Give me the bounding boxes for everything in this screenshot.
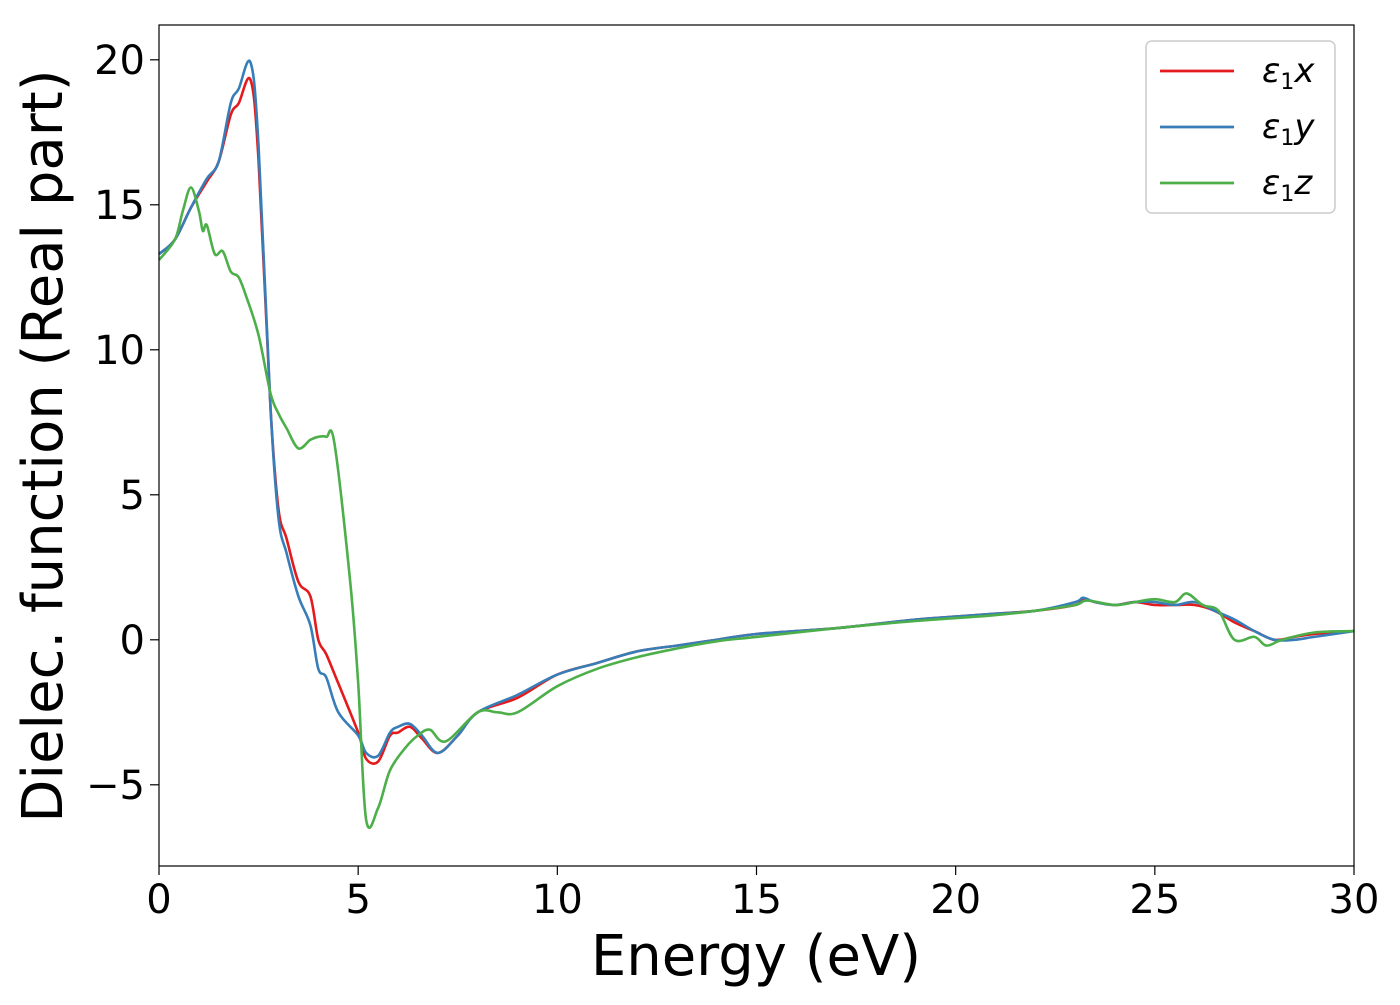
x-tick-label: 25 (1129, 877, 1180, 923)
x-tick-label: 10 (532, 877, 583, 923)
y-axis-label: Dielec. function (Real part) (11, 69, 76, 822)
x-tick-label: 0 (146, 877, 171, 923)
legend-label-y: ε1y (1262, 107, 1315, 151)
x-tick-label: 5 (345, 877, 370, 923)
legend: ε1x ε1y ε1z (1145, 40, 1336, 214)
x-axis-ticks: 0 5 10 15 20 25 30 (146, 866, 1379, 923)
y-axis-ticks: −5 0 5 10 15 20 (86, 38, 159, 809)
x-axis-label: Energy (eV) (591, 924, 921, 989)
y-tick-label: 15 (94, 183, 145, 229)
series-layer (157, 59, 1355, 830)
x-tick-label: 15 (731, 877, 782, 923)
x-tick-label: 20 (930, 877, 981, 923)
legend-label-x: ε1x (1262, 51, 1315, 95)
y-tick-label: 0 (120, 618, 145, 664)
x-tick-label: 30 (1329, 877, 1380, 923)
series-line-z (157, 186, 1355, 830)
y-tick-label: 20 (94, 38, 145, 84)
y-tick-label: 5 (120, 473, 145, 519)
y-tick-label: 10 (94, 328, 145, 374)
legend-box (1145, 40, 1336, 214)
legend-label-z: ε1z (1262, 163, 1313, 207)
y-tick-label: −5 (86, 763, 145, 809)
